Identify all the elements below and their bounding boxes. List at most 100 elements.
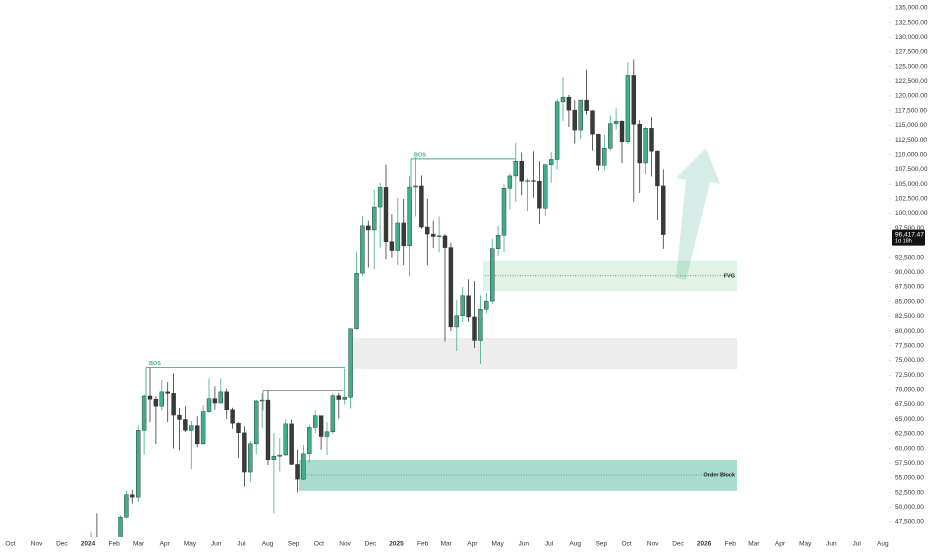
x-tick-label: Jul xyxy=(545,541,554,548)
candle-body xyxy=(448,247,454,328)
candle-body xyxy=(625,75,631,143)
candle-body xyxy=(153,399,159,407)
candle-body xyxy=(348,328,353,398)
candle-body xyxy=(584,99,589,111)
candle-body xyxy=(566,96,572,111)
candle-body xyxy=(596,134,601,166)
x-tick-label: Dec xyxy=(672,541,684,548)
candle-body xyxy=(484,300,489,310)
candle-body xyxy=(147,395,153,400)
x-tick-label: Mar xyxy=(441,541,453,548)
countdown: 1d 18h xyxy=(895,239,912,245)
y-tick-label: 50,000.00 xyxy=(895,504,924,511)
projection-arrow xyxy=(676,148,720,280)
candle-body xyxy=(360,225,365,274)
y-tick-label: 115,000.00 xyxy=(895,122,927,129)
y-tick-label: 120,000.00 xyxy=(895,93,928,100)
y-tick-label: 107,500.00 xyxy=(895,166,928,173)
candle-body xyxy=(124,494,129,518)
y-tick-label: 135,000.00 xyxy=(895,5,928,12)
candle-body xyxy=(560,96,566,103)
y-tick-label: 110,000.00 xyxy=(895,151,927,158)
candle-body xyxy=(425,226,430,235)
last-price-label: 96,417.47 xyxy=(895,231,924,238)
candle-body xyxy=(495,235,501,249)
candles xyxy=(90,59,666,537)
y-tick-label: 60,000.00 xyxy=(895,445,924,452)
y-tick-label: 92,500.00 xyxy=(895,254,924,261)
x-tick-label: Mar xyxy=(748,541,760,548)
candle-body xyxy=(366,225,371,231)
x-tick-label: May xyxy=(491,541,504,548)
candle-body xyxy=(271,456,277,460)
candle-body xyxy=(478,309,483,341)
level-label: BOS xyxy=(414,152,426,158)
candle-body xyxy=(619,121,625,143)
candle-body xyxy=(236,423,241,433)
x-tick-label: Feb xyxy=(109,541,121,548)
x-tick-label: 2024 xyxy=(81,541,96,548)
candle-body xyxy=(454,315,459,328)
candle-body xyxy=(572,109,577,131)
x-tick-label: Nov xyxy=(31,541,43,548)
candle-body xyxy=(307,427,312,455)
x-tick-label: Mar xyxy=(133,541,145,548)
candle-body xyxy=(383,187,389,242)
y-tick-label: 67,500.00 xyxy=(895,401,924,408)
candle-body xyxy=(531,180,536,182)
candle-body xyxy=(141,395,147,431)
candle-body xyxy=(395,222,400,251)
candle-body xyxy=(277,454,282,457)
y-tick-label: 47,500.00 xyxy=(895,519,924,526)
candle-body xyxy=(389,241,395,251)
candle-body xyxy=(159,391,165,407)
candle-body xyxy=(442,235,448,248)
candle-body xyxy=(165,391,170,394)
candle-body xyxy=(330,395,336,433)
candle-body xyxy=(525,180,530,182)
y-tick-label: 75,000.00 xyxy=(895,357,924,364)
y-tick-label: 72,500.00 xyxy=(895,372,924,379)
candle-body xyxy=(313,415,318,428)
candle-body xyxy=(507,175,513,189)
x-tick-label: Aug xyxy=(262,541,274,548)
x-tick-label: Sep xyxy=(596,541,608,548)
x-tick-label: Feb xyxy=(417,541,429,548)
y-tick-label: 82,500.00 xyxy=(895,313,924,320)
zones xyxy=(299,260,737,491)
last-price-box xyxy=(892,229,925,246)
candle-body xyxy=(118,517,123,537)
y-tick-label: 125,000.00 xyxy=(895,63,928,70)
zone xyxy=(299,460,737,491)
candle-body xyxy=(248,443,253,473)
y-tick-label: 52,500.00 xyxy=(895,489,924,496)
candle-body xyxy=(578,99,583,131)
candle-body xyxy=(637,124,642,164)
candle-body xyxy=(377,187,383,208)
candle-body xyxy=(242,432,247,473)
candle-body xyxy=(295,464,300,480)
candle-body xyxy=(265,399,271,460)
x-tick-label: Oct xyxy=(314,541,324,548)
x-tick-label: Aug xyxy=(569,541,581,548)
y-tick-label: 85,000.00 xyxy=(895,298,924,305)
candle-body xyxy=(554,101,560,160)
candle-body xyxy=(230,409,235,424)
y-tick-label: 100,000.00 xyxy=(895,210,928,217)
x-tick-label: Aug xyxy=(877,541,889,548)
candle-body xyxy=(194,425,200,445)
candle-body xyxy=(318,415,324,437)
x-tick-label: 2025 xyxy=(389,541,404,548)
candle-body xyxy=(171,393,176,416)
candle-body xyxy=(301,453,306,480)
candle-body xyxy=(324,431,330,437)
candle-body xyxy=(183,419,188,431)
x-tick-label: Feb xyxy=(725,541,737,548)
candle-body xyxy=(224,391,229,410)
candle-body xyxy=(513,161,518,177)
candle-body xyxy=(342,396,347,400)
zone-label: FVG xyxy=(724,273,735,279)
zone-label: Order Block xyxy=(704,472,736,478)
candle-body xyxy=(460,295,465,316)
